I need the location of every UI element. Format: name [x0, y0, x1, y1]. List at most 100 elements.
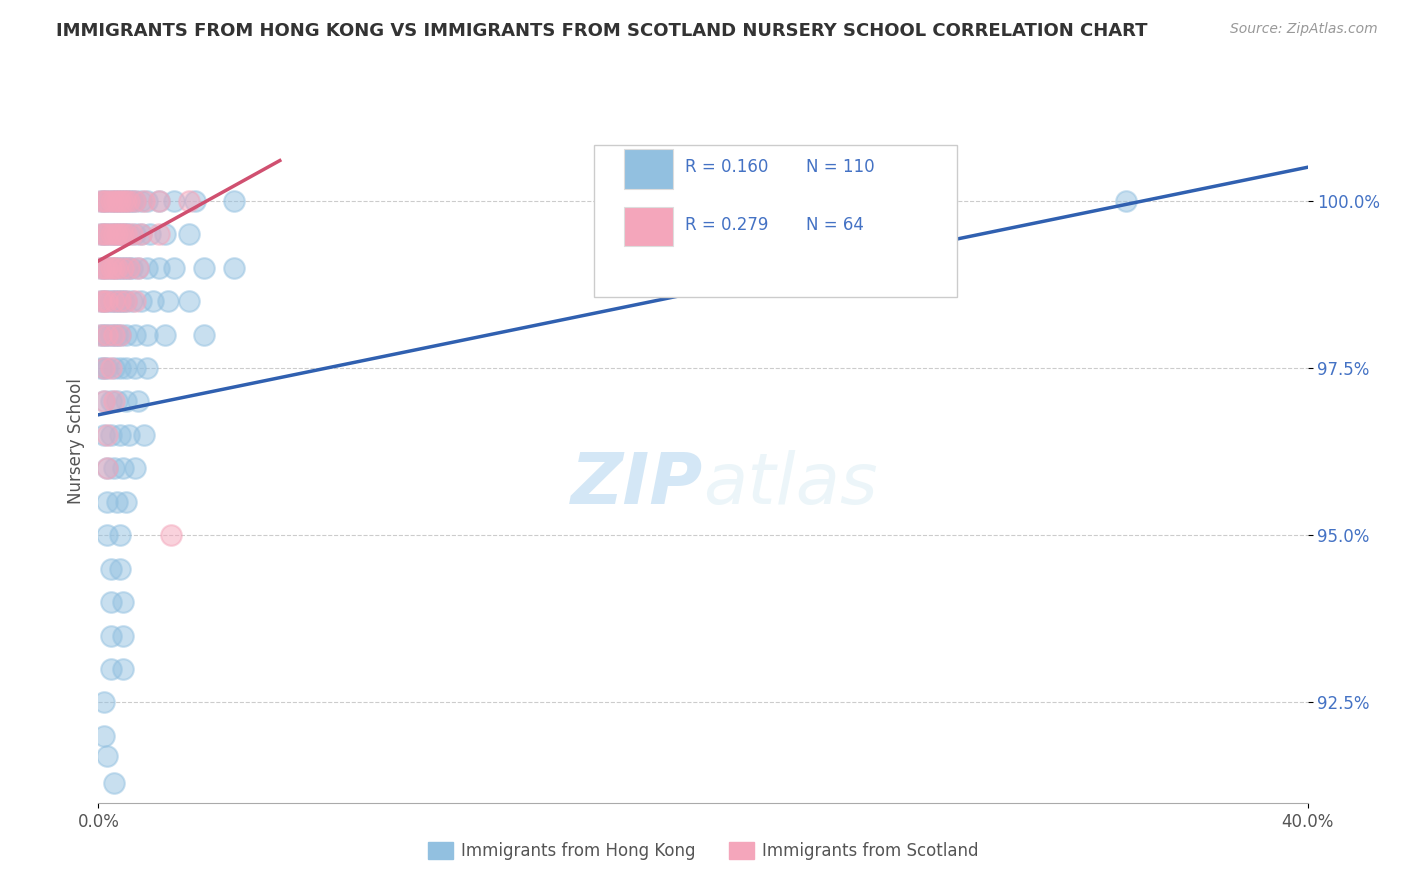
Point — [96, 327, 118, 342]
Point — [114, 494, 136, 508]
Point — [124, 461, 146, 475]
Point — [105, 293, 128, 308]
Point — [100, 427, 122, 442]
Point — [127, 394, 149, 409]
Point — [103, 327, 125, 342]
Point — [118, 194, 141, 208]
Point — [96, 360, 118, 375]
Point — [100, 227, 122, 241]
FancyBboxPatch shape — [624, 149, 672, 189]
Point — [100, 629, 122, 643]
Point — [90, 260, 112, 275]
Point — [100, 194, 122, 208]
Point — [118, 194, 141, 208]
Point — [96, 327, 118, 342]
Point — [96, 748, 118, 763]
Point — [114, 293, 136, 308]
Point — [139, 227, 162, 241]
Point — [96, 494, 118, 508]
Point — [114, 227, 136, 241]
Point — [103, 394, 125, 409]
Text: Source: ZipAtlas.com: Source: ZipAtlas.com — [1230, 22, 1378, 37]
Point — [100, 293, 122, 308]
Text: R = 0.279: R = 0.279 — [685, 216, 768, 234]
Point — [108, 293, 131, 308]
Point — [96, 260, 118, 275]
FancyBboxPatch shape — [624, 207, 672, 246]
Point — [90, 194, 112, 208]
Point — [105, 194, 128, 208]
Text: N = 64: N = 64 — [806, 216, 863, 234]
Point — [108, 360, 131, 375]
Point — [90, 227, 112, 241]
Point — [129, 293, 152, 308]
Point — [93, 729, 115, 743]
Point — [124, 360, 146, 375]
Point — [100, 561, 122, 575]
Point — [105, 227, 128, 241]
Point — [90, 360, 112, 375]
Point — [108, 293, 131, 308]
Point — [100, 227, 122, 241]
Point — [105, 494, 128, 508]
Point — [96, 227, 118, 241]
Point — [100, 194, 122, 208]
Point — [108, 227, 131, 241]
Point — [103, 194, 125, 208]
Point — [114, 293, 136, 308]
Point — [111, 595, 134, 609]
Point — [90, 260, 112, 275]
Point — [90, 327, 112, 342]
Point — [148, 227, 170, 241]
Point — [96, 293, 118, 308]
Point — [105, 194, 128, 208]
Point — [118, 260, 141, 275]
FancyBboxPatch shape — [595, 145, 957, 297]
Point — [100, 360, 122, 375]
Point — [93, 227, 115, 241]
Point — [224, 194, 246, 208]
Point — [224, 260, 246, 275]
Point — [93, 293, 115, 308]
Point — [114, 194, 136, 208]
Point — [114, 360, 136, 375]
Point — [108, 327, 131, 342]
Point — [114, 260, 136, 275]
Point — [111, 194, 134, 208]
Point — [121, 260, 143, 275]
Point — [179, 227, 201, 241]
Point — [114, 194, 136, 208]
Point — [105, 327, 128, 342]
Point — [93, 695, 115, 709]
Point — [135, 327, 157, 342]
Point — [90, 227, 112, 241]
Point — [103, 293, 125, 308]
Point — [124, 194, 146, 208]
Point — [153, 327, 176, 342]
Point — [96, 293, 118, 308]
Point — [93, 360, 115, 375]
Point — [184, 194, 207, 208]
Point — [96, 528, 118, 542]
Point — [127, 260, 149, 275]
Point — [135, 260, 157, 275]
Point — [193, 327, 215, 342]
Point — [160, 528, 183, 542]
Point — [90, 293, 112, 308]
Point — [111, 260, 134, 275]
Point — [135, 194, 157, 208]
Point — [129, 227, 152, 241]
Text: N = 110: N = 110 — [806, 158, 875, 176]
Point — [105, 260, 128, 275]
Point — [93, 360, 115, 375]
Point — [93, 394, 115, 409]
Point — [118, 427, 141, 442]
Point — [100, 327, 122, 342]
Point — [108, 260, 131, 275]
Text: R = 0.160: R = 0.160 — [685, 158, 768, 176]
Point — [142, 293, 165, 308]
Point — [100, 595, 122, 609]
Point — [103, 194, 125, 208]
Point — [111, 662, 134, 676]
Point — [93, 260, 115, 275]
